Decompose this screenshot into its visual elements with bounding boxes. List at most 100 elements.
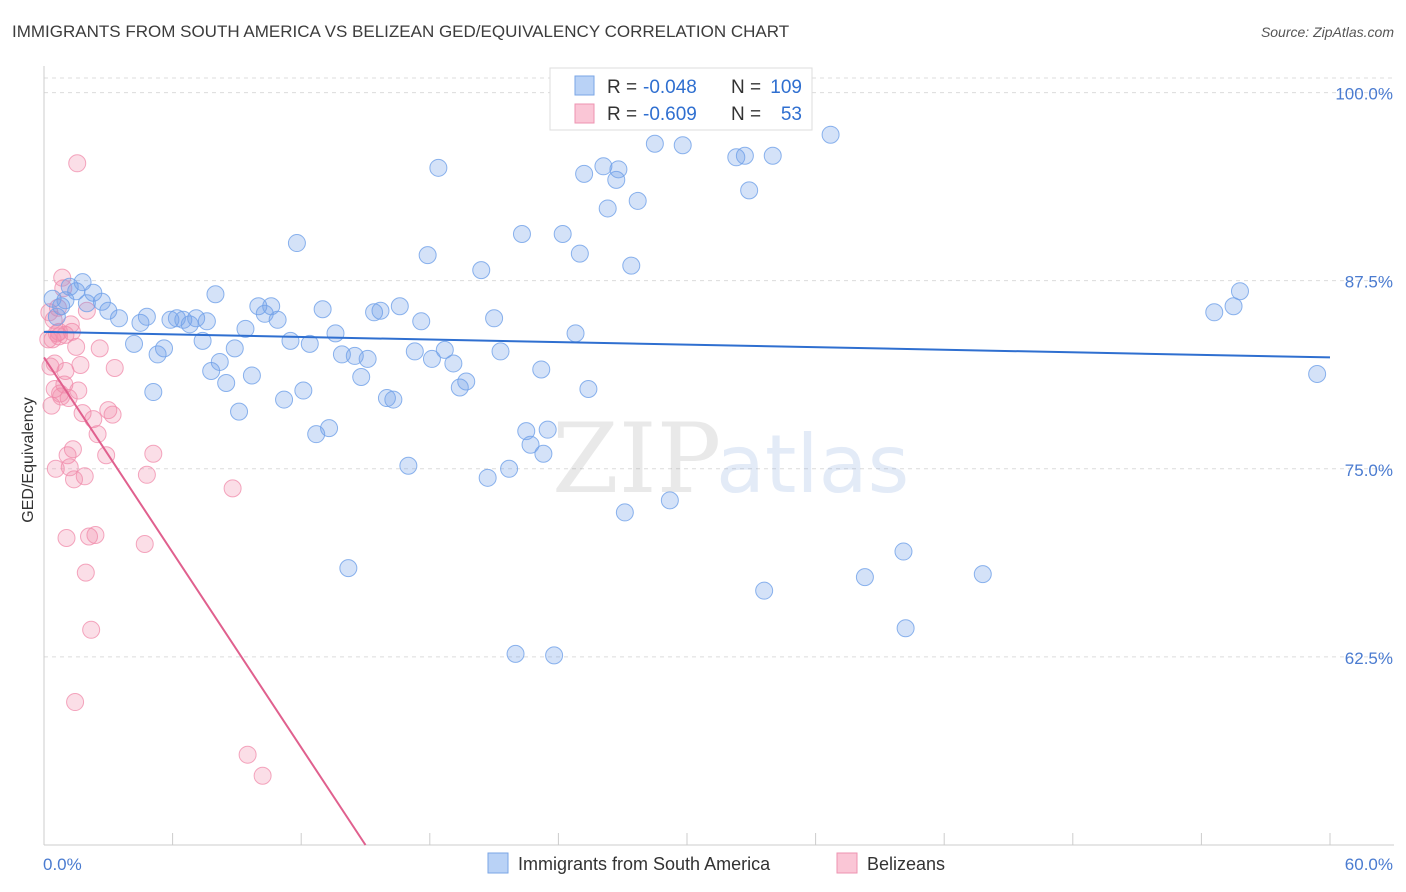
belizean-point [84,410,103,429]
y-axis-label: GED/Equivalency [20,397,37,522]
watermark-zip: ZIP [552,403,721,515]
south-america-point [206,285,225,304]
south-america-point [478,468,497,487]
legend-r-value-2: -0.609 [643,104,697,125]
correlation-legend: R = -0.048 N = 109 R = -0.609 N = 53 [549,67,813,131]
south-america-point [609,160,628,179]
south-america-point [545,646,564,665]
south-america-point [249,297,268,316]
south-america-point [294,381,313,400]
legend-n-value-1: 109 [770,77,802,98]
south-america-point [412,312,431,331]
y-tick-label: 87.5% [1345,273,1393,292]
south-america-point [217,374,236,393]
south-america-point [384,390,403,409]
south-america-point [155,339,174,358]
legend-n-label-2: N = [731,104,761,125]
south-america-point [534,444,553,463]
south-america-point [326,324,345,343]
south-america-point [352,367,371,386]
south-america-point [622,256,641,275]
south-america-point [755,581,774,600]
belizean-point [69,381,88,400]
y-tick-label: 75.0% [1345,461,1393,480]
legend-swatch-pink [574,103,595,124]
belizean-point [137,465,156,484]
south-america-point [598,199,617,218]
belizean-point [144,444,163,463]
south-america-point [193,331,212,350]
south-america-point [365,303,384,322]
belizean-point [253,766,272,785]
x-tick-label-max: 60.0% [1345,855,1393,874]
bottom-legend-label-1: Immigrants from South America [518,854,771,874]
south-america-point [645,134,664,153]
south-america-point [472,261,491,280]
bottom-legend-label-2: Belizeans [867,854,945,874]
south-america-point [429,158,448,177]
x-tick-label-min: 0.0% [43,855,82,874]
belizean-trend-line [43,356,367,846]
y-tick-label: 100.0% [1335,85,1393,104]
south-america-trend-line [43,330,1331,359]
belizean-point [75,467,94,486]
chart-title: IMMIGRANTS FROM SOUTH AMERICA VS BELIZEA… [12,22,790,41]
south-america-point [144,383,163,402]
south-america-point [99,301,118,320]
belizeans-points [39,154,272,785]
south-america-point [521,435,540,454]
y-tick-label: 62.5% [1345,649,1393,668]
south-america-point [230,402,249,421]
south-america-point [313,300,332,319]
south-america-point [390,297,409,316]
south-america-point [485,309,504,328]
belizean-point [46,459,65,478]
belizean-point [60,458,79,477]
south-america-point [399,456,418,475]
south-america-point [110,309,129,328]
series-legend: Immigrants from South America Belizeans [487,852,945,874]
south-america-point [855,568,874,587]
south-america-point [532,360,551,379]
south-america-point [77,294,96,313]
south-america-point [660,491,679,510]
south-america-point [332,345,351,364]
belizean-point [86,526,105,544]
south-america-point [281,331,300,350]
belizean-point [135,535,154,554]
south-america-point [538,420,557,439]
belizean-point [238,745,257,764]
south-america-point [1308,364,1327,383]
south-america-point [628,191,647,210]
belizean-point [80,527,99,546]
south-america-point [320,419,339,438]
south-america-point [287,234,306,253]
south-america-point [300,334,319,353]
belizean-point [65,470,84,489]
legend-r-value-1: -0.048 [643,77,697,98]
south-america-point [894,542,913,561]
bottom-legend-swatch-pink [836,852,858,874]
belizean-point [67,337,86,356]
south-america-point [444,354,463,373]
south-america-point [275,390,294,409]
south-america-point [553,225,572,244]
belizean-point [56,361,75,380]
south-america-point [174,310,193,329]
south-america-point [821,125,840,144]
belizean-point [57,529,76,548]
south-america-point [763,146,782,165]
watermark: ZIP atlas [552,403,909,515]
axes [43,66,1394,846]
south-america-point [740,181,759,200]
south-america-point [1224,297,1243,316]
south-america-point [225,339,244,358]
south-america-point [47,307,66,326]
south-america-point [236,319,255,338]
legend-swatch-blue [574,75,595,96]
belizean-point [88,425,107,444]
south-america-point [615,503,634,522]
belizean-point [90,339,109,358]
south-america-point [566,324,585,343]
